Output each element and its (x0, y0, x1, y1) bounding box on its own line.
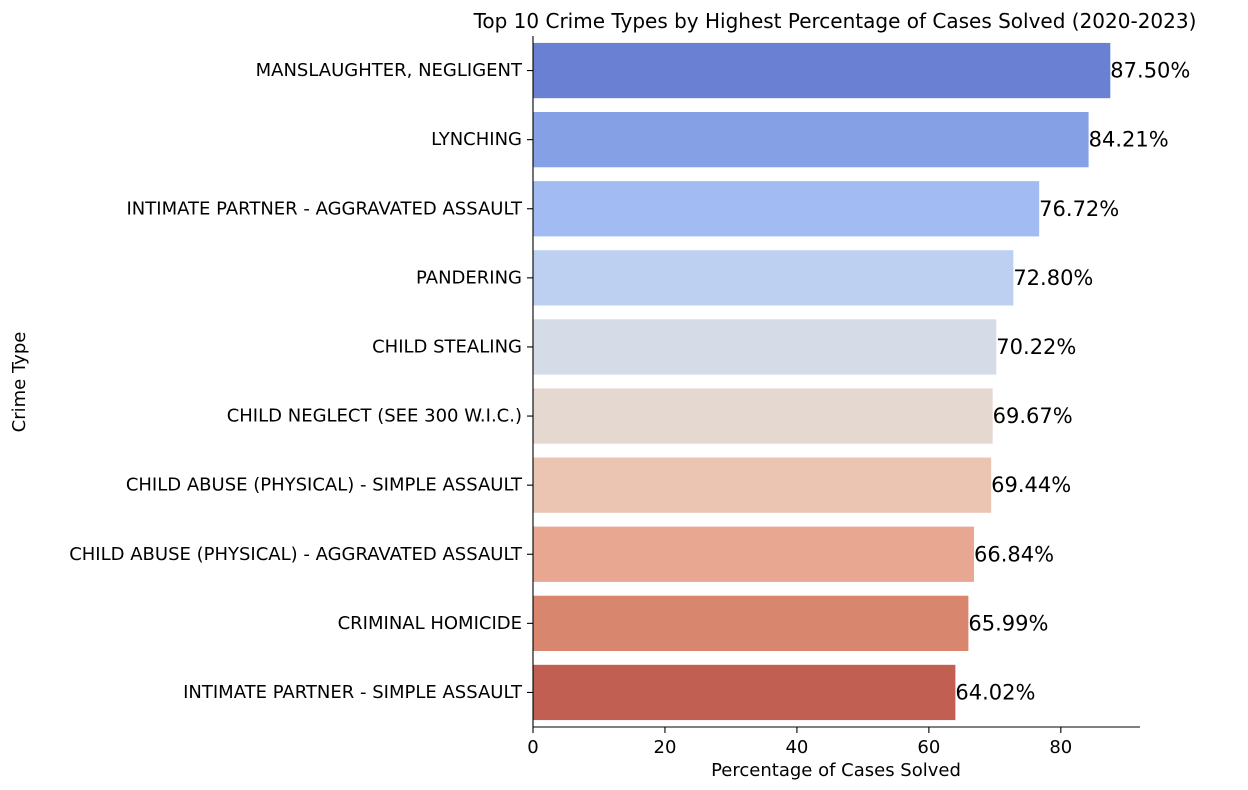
category-label: LYNCHING (431, 129, 522, 150)
category-label: CRIMINAL HOMICIDE (338, 613, 522, 634)
x-tick-label: 60 (917, 737, 940, 758)
category-label: INTIMATE PARTNER - SIMPLE ASSAULT (183, 682, 523, 703)
category-label: INTIMATE PARTNER - AGGRAVATED ASSAULT (127, 198, 524, 219)
category-label: CHILD ABUSE (PHYSICAL) - AGGRAVATED ASSA… (69, 544, 523, 565)
value-label: 76.72% (1039, 197, 1119, 221)
bars-group (533, 42, 1111, 721)
category-labels: MANSLAUGHTER, NEGLIGENT LYNCHING INTIMATE … (69, 60, 533, 703)
bar (533, 457, 992, 513)
value-label: 70.22% (996, 335, 1076, 359)
value-label: 69.44% (991, 473, 1071, 497)
value-label: 72.80% (1013, 266, 1093, 290)
bar (533, 388, 993, 444)
bar (533, 181, 1040, 237)
x-tick-label: 20 (654, 737, 677, 758)
category-label: CHILD ABUSE (PHYSICAL) - SIMPLE ASSAULT (126, 475, 523, 496)
value-label: 65.99% (968, 611, 1048, 635)
chart-title: Top 10 Crime Types by Highest Percentage… (473, 9, 1197, 33)
bar (533, 664, 956, 721)
bar (533, 319, 997, 375)
x-tick-label: 0 (527, 737, 538, 758)
category-label: CHILD NEGLECT (SEE 300 W.I.C.) (227, 406, 522, 427)
y-axis-label: Crime Type (9, 332, 30, 433)
bar (533, 595, 969, 651)
value-label: 66.84% (974, 542, 1054, 566)
category-label: MANSLAUGHTER, NEGLIGENT (256, 60, 523, 81)
bar (533, 526, 974, 582)
bar (533, 250, 1014, 306)
category-label: PANDERING (416, 267, 522, 288)
value-label: 87.50% (1110, 59, 1190, 83)
value-label: 84.21% (1089, 128, 1169, 152)
bar (533, 42, 1111, 99)
x-axis-label: Percentage of Cases Solved (711, 760, 961, 781)
value-label: 64.02% (955, 680, 1035, 704)
x-axis-ticks: 0 20 40 60 80 (527, 727, 1072, 758)
x-tick-label: 40 (785, 737, 808, 758)
x-tick-label: 80 (1049, 737, 1072, 758)
bar (533, 112, 1089, 168)
value-label: 69.67% (993, 404, 1073, 428)
category-label: CHILD STEALING (372, 336, 522, 357)
value-labels: 87.50% 84.21% 76.72% 72.80% 70.22% 69.67% 69.4… (955, 59, 1190, 705)
